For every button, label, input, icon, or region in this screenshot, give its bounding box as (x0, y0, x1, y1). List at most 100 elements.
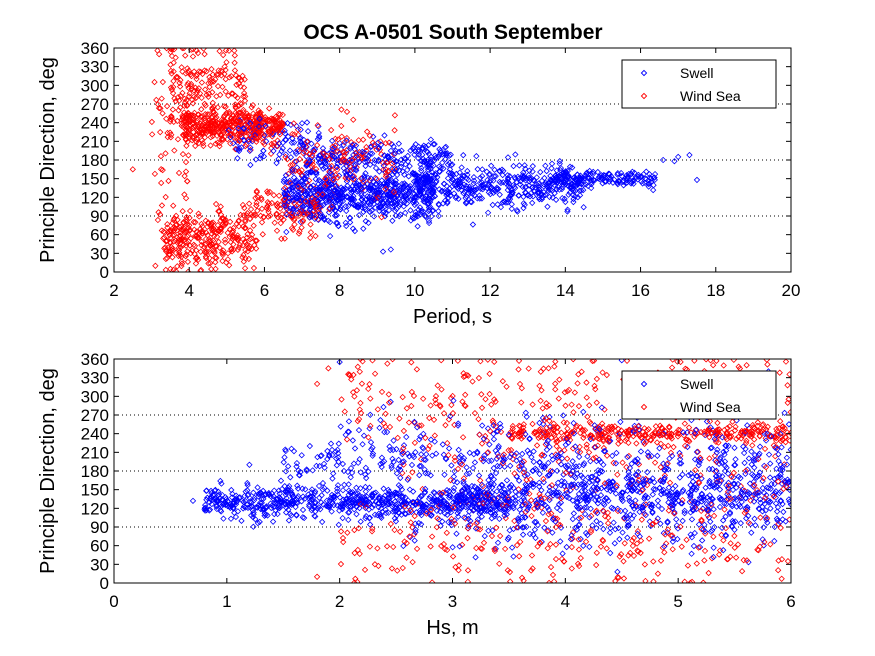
scatter-point-swell (297, 190, 304, 197)
scatter-point-wind-sea (171, 231, 178, 239)
scatter-point-swell (247, 161, 254, 169)
scatter-point-wind-sea (185, 93, 193, 100)
scatter-point-swell (493, 488, 501, 495)
scatter-point-swell (542, 191, 549, 199)
scatter-point-wind-sea (291, 221, 298, 228)
scatter-point-swell (435, 516, 443, 523)
scatter-point-swell (674, 525, 682, 532)
scatter-point-wind-sea (232, 72, 240, 79)
scatter-point-wind-sea (218, 72, 225, 79)
scatter-point-wind-sea (188, 85, 195, 92)
scatter-point-swell (234, 508, 242, 515)
scatter-point-swell (392, 177, 399, 184)
scatter-point-swell (529, 467, 537, 474)
scatter-point-wind-sea (209, 227, 216, 234)
scatter-point-wind-sea (184, 258, 192, 266)
scatter-point-wind-sea (215, 67, 222, 74)
scatter-point-wind-sea (773, 431, 781, 438)
scatter-point-swell (244, 481, 251, 489)
scatter-point-swell (769, 491, 777, 498)
scatter-point-swell (448, 162, 455, 169)
scatter-point-wind-sea (727, 495, 734, 502)
scatter-point-wind-sea (237, 83, 244, 90)
scatter-point-wind-sea (154, 216, 162, 224)
y-tick-label: 330 (81, 58, 109, 77)
scatter-point-wind-sea (151, 78, 158, 86)
scatter-point-wind-sea (205, 219, 212, 226)
scatter-point-swell (648, 501, 656, 508)
scatter-point-swell (300, 182, 308, 190)
scatter-point-swell (629, 478, 636, 485)
scatter-point-swell (424, 166, 432, 173)
scatter-point-swell (227, 134, 234, 141)
scatter-point-wind-sea (213, 122, 221, 130)
scatter-point-wind-sea (363, 147, 370, 154)
y-tick-label: 30 (90, 244, 109, 263)
scatter-point-wind-sea (592, 385, 599, 393)
scatter-point-swell (425, 142, 432, 149)
scatter-point-swell (579, 474, 586, 481)
scatter-point-swell (745, 512, 752, 520)
scatter-point-wind-sea (289, 130, 296, 138)
scatter-point-wind-sea (515, 486, 522, 493)
scatter-point-swell (418, 500, 425, 507)
scatter-point-swell (388, 492, 396, 500)
scatter-point-wind-sea (549, 571, 557, 579)
scatter-point-swell (317, 210, 324, 217)
scatter-point-wind-sea (233, 220, 240, 228)
scatter-point-swell (605, 478, 613, 485)
scatter-point-wind-sea (761, 538, 768, 546)
scatter-point-swell (618, 173, 626, 180)
scatter-point-swell (360, 208, 367, 216)
scatter-point-swell (296, 472, 303, 479)
scatter-point-wind-sea (659, 544, 667, 551)
scatter-point-wind-sea (213, 233, 221, 241)
scatter-point-wind-sea (177, 104, 184, 111)
scatter-point-swell (455, 446, 462, 454)
scatter-point-swell (444, 200, 451, 207)
y-tick-label: 300 (81, 76, 109, 95)
legend-marker (640, 92, 648, 100)
scatter-point-wind-sea (599, 536, 606, 544)
scatter-point-swell (429, 452, 436, 459)
scatter-point-swell (372, 489, 379, 496)
scatter-point-swell (529, 199, 536, 207)
scatter-point-swell (649, 509, 656, 516)
scatter-point-swell (497, 179, 505, 187)
scatter-point-swell (660, 460, 667, 467)
scatter-point-swell (382, 509, 390, 517)
scatter-point-swell (319, 194, 327, 201)
scatter-point-wind-sea (575, 536, 582, 543)
scatter-point-wind-sea (615, 440, 622, 447)
scatter-point-swell (415, 143, 422, 150)
scatter-point-wind-sea (189, 100, 197, 107)
scatter-point-swell (685, 472, 692, 479)
scatter-point-swell (730, 480, 737, 488)
scatter-point-wind-sea (762, 464, 770, 471)
scatter-point-wind-sea (428, 533, 436, 540)
scatter-point-wind-sea (764, 361, 771, 368)
scatter-point-wind-sea (430, 416, 438, 423)
scatter-point-wind-sea (382, 185, 389, 193)
scatter-point-swell (228, 494, 236, 501)
scatter-point-wind-sea (201, 100, 208, 108)
scatter-point-swell (365, 468, 372, 475)
scatter-point-wind-sea (507, 446, 515, 454)
scatter-point-wind-sea (727, 434, 734, 441)
scatter-point-wind-sea (179, 48, 186, 52)
scatter-point-swell (606, 438, 613, 445)
scatter-point-swell (345, 202, 352, 210)
scatter-point-wind-sea (522, 508, 529, 516)
scatter-point-wind-sea (732, 554, 740, 561)
scatter-point-swell (371, 159, 378, 167)
scatter-point-swell (414, 154, 422, 162)
scatter-point-swell (342, 219, 349, 227)
scatter-point-swell (569, 458, 576, 465)
scatter-point-swell (689, 478, 697, 485)
scatter-point-swell (395, 167, 403, 174)
scatter-point-wind-sea (202, 253, 210, 260)
scatter-point-wind-sea (761, 445, 769, 453)
scatter-point-swell (282, 172, 290, 179)
scatter-point-swell (418, 167, 425, 174)
scatter-point-wind-sea (552, 386, 559, 393)
